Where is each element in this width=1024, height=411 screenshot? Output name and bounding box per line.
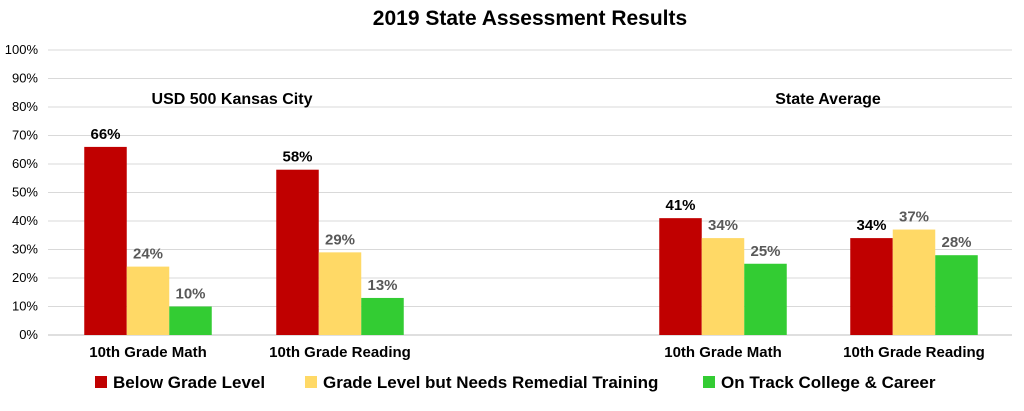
y-tick-label: 20% bbox=[12, 270, 38, 285]
y-tick-label: 0% bbox=[19, 327, 38, 342]
bar bbox=[892, 229, 936, 335]
y-axis-ticks: 0% 10% 20% 30% 40% 50% 60% 70% 80% 90% 100% bbox=[5, 42, 39, 342]
data-label: 29% bbox=[325, 231, 355, 248]
bar bbox=[659, 218, 702, 335]
bar bbox=[935, 255, 978, 335]
bar bbox=[850, 238, 893, 335]
bars bbox=[84, 146, 978, 335]
data-labels: 66% 24% 10% 58% 29% 13% 41% 34% 25% 34% 37% 28% bbox=[90, 126, 971, 303]
bar bbox=[276, 169, 319, 335]
bar bbox=[701, 238, 745, 335]
data-label: 34% bbox=[856, 217, 886, 234]
x-axis-ticks: 10th Grade Math 10th Grade Reading 10th Gr… bbox=[89, 344, 985, 361]
x-tick-label: 10th Grade Reading bbox=[269, 344, 411, 361]
x-tick-label: 10th Grade Reading bbox=[843, 344, 985, 361]
legend-label: Below Grade Level bbox=[113, 373, 265, 392]
y-tick-label: 80% bbox=[12, 99, 38, 114]
data-label: 10% bbox=[175, 286, 205, 303]
legend-swatch bbox=[703, 376, 715, 388]
data-label: 37% bbox=[899, 209, 929, 226]
y-tick-label: 10% bbox=[12, 299, 38, 314]
bar bbox=[318, 252, 362, 335]
y-tick-label: 90% bbox=[12, 71, 38, 86]
y-tick-label: 100% bbox=[5, 42, 39, 57]
y-tick-label: 70% bbox=[12, 128, 38, 143]
legend: Below Grade Level Grade Level but Needs R… bbox=[95, 373, 936, 392]
bar bbox=[126, 266, 170, 335]
chart-title: 2019 State Assessment Results bbox=[373, 7, 687, 30]
y-tick-label: 50% bbox=[12, 185, 38, 200]
data-label: 41% bbox=[665, 197, 695, 214]
legend-label: On Track College & Career bbox=[721, 373, 936, 392]
data-label: 25% bbox=[750, 243, 780, 260]
group-labels: USD 500 Kansas City State Average bbox=[152, 91, 881, 108]
group-label: State Average bbox=[775, 91, 881, 108]
data-label: 28% bbox=[941, 234, 971, 251]
x-tick-label: 10th Grade Math bbox=[664, 344, 782, 361]
bar bbox=[361, 297, 404, 335]
y-tick-label: 30% bbox=[12, 242, 38, 257]
data-label: 58% bbox=[282, 149, 312, 166]
x-tick-label: 10th Grade Math bbox=[89, 344, 207, 361]
legend-label: Grade Level but Needs Remedial Training bbox=[323, 373, 658, 392]
legend-swatch bbox=[95, 376, 107, 388]
bar bbox=[169, 306, 212, 335]
bar bbox=[744, 263, 787, 335]
group-label: USD 500 Kansas City bbox=[152, 91, 313, 108]
y-tick-label: 60% bbox=[12, 156, 38, 171]
y-tick-label: 40% bbox=[12, 213, 38, 228]
data-label: 13% bbox=[367, 277, 397, 294]
bar bbox=[84, 146, 127, 335]
data-label: 66% bbox=[90, 126, 120, 143]
data-label: 24% bbox=[133, 246, 163, 263]
legend-swatch bbox=[305, 376, 317, 388]
data-label: 34% bbox=[708, 217, 738, 234]
